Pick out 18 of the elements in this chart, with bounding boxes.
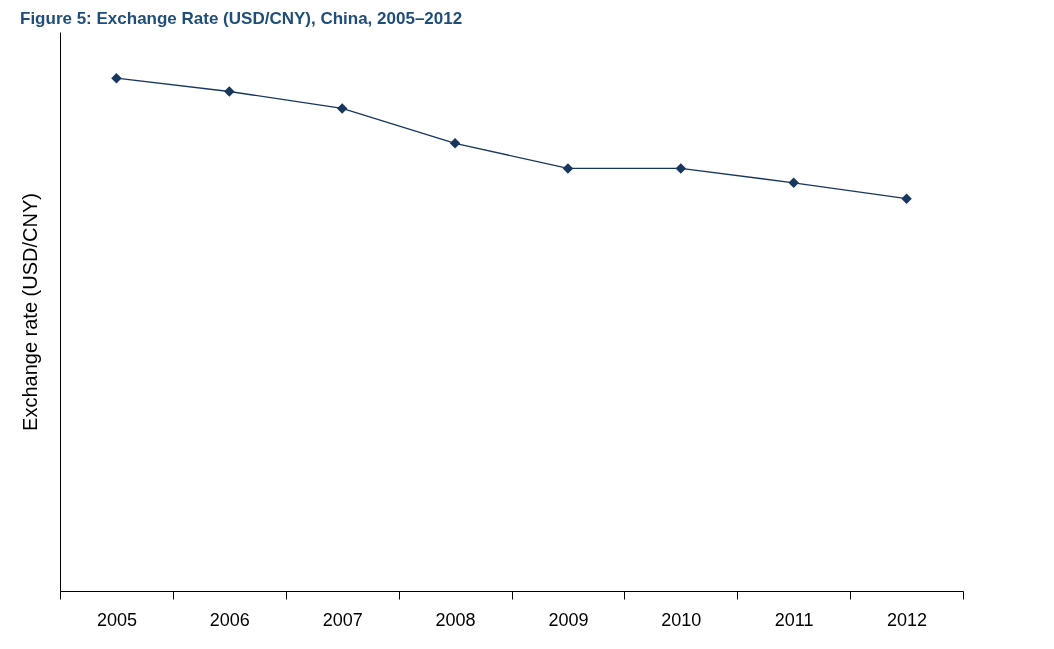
point (111, 72, 122, 84)
point (336, 103, 348, 114)
point (788, 177, 799, 189)
x-tick-label: 2007 (322, 609, 363, 630)
point (675, 163, 687, 174)
x-tick-label: 2012 (887, 609, 928, 630)
point (449, 138, 461, 149)
x-tick-label: 2011 (774, 609, 814, 630)
point (224, 86, 235, 97)
point (901, 193, 912, 204)
x-tick-label: 2005 (96, 609, 137, 630)
x-tick-label: 2009 (548, 609, 589, 630)
point (562, 163, 574, 174)
chart-title: Figure 5: Exchange Rate (USD/CNY), China, 2005–2012 (20, 9, 463, 28)
x-tick-label: 2006 (209, 609, 250, 630)
y-axis-title: Exchange rate (USD/CNY) (18, 193, 41, 431)
x-tick-label: 2010 (661, 609, 702, 630)
x-tick-label: 2008 (435, 609, 476, 630)
